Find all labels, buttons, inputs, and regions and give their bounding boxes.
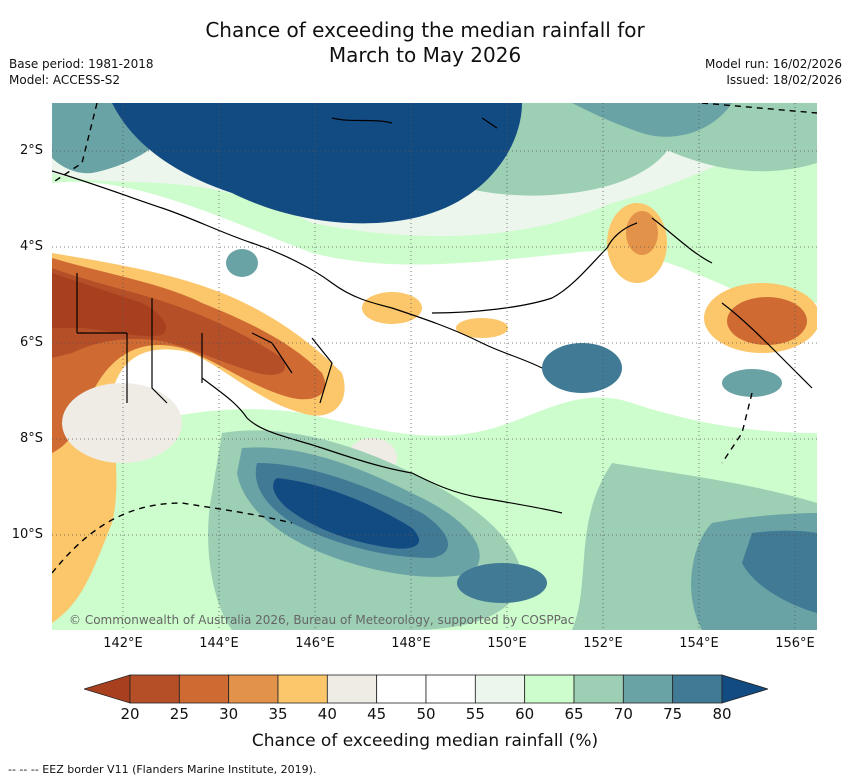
model-name: Model: ACCESS-S2 [9, 73, 121, 87]
colorbar-tick-label: 70 [613, 705, 633, 723]
map-title-line1: Chance of exceeding the median rainfall … [205, 18, 645, 42]
colorbar-tick-label: 50 [416, 705, 436, 723]
lon-label-146e: 146°E [295, 636, 335, 651]
zone-75-bougainville [722, 369, 782, 397]
rainfall-map-canvas [52, 103, 817, 630]
colorbar-tick-label: 60 [515, 705, 535, 723]
colorbar-segment [672, 674, 723, 704]
bougainville-coast [721, 302, 813, 389]
zone-80-southeast [742, 530, 817, 613]
map-title-line2: March to May 2026 [328, 43, 522, 67]
coastlines [52, 117, 813, 514]
colorbar-segment [524, 674, 575, 704]
colorbar-segment [622, 674, 674, 704]
colorbar-tick-label: 80 [712, 705, 732, 723]
lon-label-148e: 148°E [391, 636, 431, 651]
eez-southwest [52, 502, 293, 574]
colorbar-tick-label: 20 [120, 705, 140, 723]
colorbar-extend-low [82, 674, 131, 704]
lon-label-152e: 152°E [583, 636, 623, 651]
zone-85-coral [273, 478, 420, 549]
colorbar-segment [474, 674, 526, 704]
colorbar-segment [573, 674, 624, 704]
new-guinea-north-coast [52, 170, 543, 369]
colorbar-segment [277, 674, 328, 704]
lon-label-144e: 144°E [199, 636, 239, 651]
zone-35-newireland [626, 211, 658, 255]
colorbar-segment [425, 674, 476, 704]
lat-label-4s: 4°S [19, 239, 43, 254]
eez-east [721, 392, 753, 464]
zone-20-west [52, 273, 166, 337]
new-ireland-coast [651, 217, 713, 264]
colorbar-tick-label: 40 [317, 705, 337, 723]
lon-label-156e: 156°E [775, 636, 815, 651]
colorbar-segment [228, 674, 279, 704]
colorbar-title: Chance of exceeding median rainfall (%) [251, 731, 599, 751]
colorbar-tick-label: 75 [663, 705, 683, 723]
lat-label-8s: 8°S [19, 431, 43, 446]
base-period: Base period: 1981-2018 [9, 57, 154, 71]
meta-left: Base period: 1981-2018 Model: ACCESS-S2 [9, 56, 154, 88]
zone-30-east [727, 297, 807, 345]
lon-label-150e: 150°E [487, 636, 527, 651]
lat-label-10s: 10°S [11, 527, 43, 542]
issued-date: Issued: 18/02/2026 [726, 73, 842, 87]
lat-label-6s: 6°S [19, 335, 43, 350]
colorbar-segment [129, 674, 180, 704]
map-title: Chance of exceeding the median rainfall … [0, 18, 850, 68]
meta-right: Model run: 16/02/2026 Issued: 18/02/2026 [705, 56, 842, 88]
colorbar-segment [326, 674, 378, 704]
colorbar-extend-high [721, 674, 770, 704]
colorbar-tick-label: 55 [465, 705, 485, 723]
lat-label-2s: 2°S [19, 143, 43, 158]
zone-75-northeast [572, 103, 732, 137]
zone-80-south [457, 563, 547, 603]
colorbar-segment [178, 674, 230, 704]
lon-label-154e: 154°E [679, 636, 719, 651]
new-guinea-south-coast [201, 377, 563, 514]
province-borders [76, 273, 333, 404]
model-run: Model run: 16/02/2026 [704, 57, 842, 71]
rainfall-map [52, 103, 817, 630]
zone-85-north [112, 103, 522, 224]
zone-40-newbritain [456, 318, 508, 338]
colorbar-tick-label: 30 [219, 705, 239, 723]
colorbar-segment [376, 674, 427, 704]
new-britain-coast [431, 222, 638, 314]
colorbar-tick-label: 65 [564, 705, 584, 723]
eez-border [52, 103, 817, 574]
zone-70-northeast [522, 103, 817, 172]
colorbar [82, 674, 770, 704]
colorbar-tick-label: 35 [268, 705, 288, 723]
zone-80-solomon-sea [542, 343, 622, 393]
admiralty-islands [331, 117, 498, 129]
zone-75-sepik [226, 249, 258, 277]
colorbar-tick-label: 25 [169, 705, 189, 723]
colorbar-tick-label: 45 [367, 705, 387, 723]
colorbar-canvas [82, 674, 770, 704]
zone-45-southwest [62, 383, 182, 463]
copyright-notice: © Commonwealth of Australia 2026, Bureau… [69, 613, 575, 627]
eez-footnote: -- -- -- EEZ border V11 (Flanders Marine… [8, 763, 317, 776]
lon-label-142e: 142°E [103, 636, 143, 651]
eez-northeast [701, 103, 817, 114]
